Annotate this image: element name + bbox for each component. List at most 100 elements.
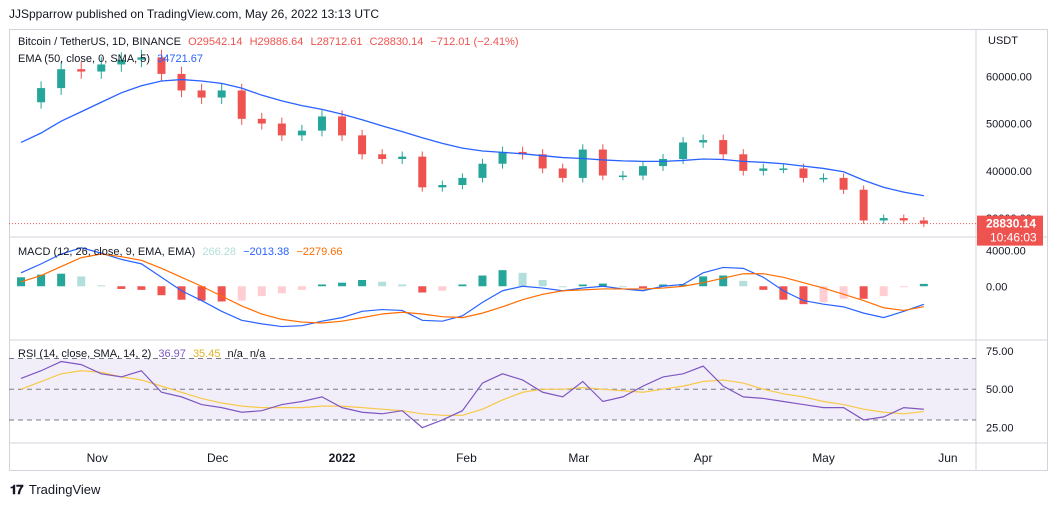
macd-histogram-bar [378,281,387,287]
candle-body [478,163,487,178]
macd-histogram-bar [297,286,306,290]
countdown-label: 10:46:03 [990,231,1037,245]
publisher-line: JJSpparrow published on TradingView.com,… [9,7,379,21]
candle-body [919,220,928,224]
rsi-na-1: n/a [227,348,243,360]
ema-label[interactable]: EMA (50, close, 0, SMA, 5) [18,53,151,65]
footer-brand[interactable]: 𝟏𝟕 TradingView [10,482,100,498]
time-axis-label: Dec [207,451,228,465]
rsi-value: 36.97 [158,348,186,360]
candle-body [297,130,306,136]
macd-histogram-bar [819,286,828,303]
candle-body [659,159,668,167]
macd-histogram-bar [538,279,547,287]
macd-histogram-bar [739,280,748,287]
candle-body [799,168,808,178]
candle-body [739,154,748,171]
high-value: H29886.64 [249,36,304,48]
macd-histogram-bar [498,270,507,287]
candle-body [819,177,828,180]
macd-signal-line [20,253,924,324]
close-value: C28830.14 [369,36,424,48]
macd-histogram-bar [779,286,788,300]
candle-body [378,154,387,159]
candle-body [57,69,66,89]
time-axis-label: 2022 [329,451,356,465]
macd-histogram-bar [558,286,567,288]
candle-body [558,168,567,178]
time-axis-label: Nov [87,451,108,465]
time-axis-label: Mar [568,451,589,465]
macd-histogram-bar [659,284,668,287]
macd-histogram-bar [638,286,647,289]
candle-body [137,57,146,60]
open-value: O29542.14 [188,36,243,48]
macd-histogram-bar [317,284,326,287]
candle-body [197,90,206,98]
macd-histogram-bar [197,286,206,301]
macd-histogram-bar [338,282,347,287]
macd-histogram-bar [257,286,266,297]
macd-histogram-bar [157,286,166,296]
macd-histogram-bar [679,284,688,287]
macd-legend: MACD (12, 26, close, 9, EMA, EMA) 266.28… [18,246,347,258]
main-legend: Bitcoin / TetherUS, 1D, BINANCE O29542.1… [18,36,523,48]
macd-histogram-bar [578,284,587,287]
time-axis-label: Feb [456,451,477,465]
candle-body [37,88,46,103]
macd-histogram-bar [618,286,627,288]
rsi-label[interactable]: RSI (14, close, SMA, 14, 2) [18,348,152,360]
macd-histogram-bar [137,286,146,290]
candle-body [779,168,788,170]
time-axis-label: May [812,451,835,465]
candle-body [638,166,647,176]
price-tick-label: 50000.00 [986,119,1032,131]
candle-body [257,118,266,124]
macd-label[interactable]: MACD (12, 26, close, 9, EMA, EMA) [18,246,196,258]
candle-body [719,140,728,155]
price-tick-label: 40000.00 [986,166,1032,178]
rsi-legend: RSI (14, close, SMA, 14, 2) 36.97 35.45 … [18,348,269,360]
candle-body [498,151,507,164]
ema-line [20,78,924,197]
candle-body [699,140,708,143]
candle-body [578,149,587,178]
macd-histogram-bar [217,286,226,302]
macd-histogram-bar [277,286,286,294]
last-price-badge [977,215,1043,246]
price-tick-label: 60000.00 [986,71,1032,83]
macd-histogram-bar [237,286,246,301]
rsi-ma-value: 35.45 [192,348,221,360]
candle-body [217,90,226,98]
time-axis-label: Jun [938,451,957,465]
macd-value: −2013.38 [243,246,290,258]
macd-histogram-bar [919,283,928,287]
candle-body [598,149,607,176]
macd-histogram-bar [839,286,848,299]
candle-body [358,135,367,155]
time-axis-label: Apr [694,451,713,465]
symbol-title[interactable]: Bitcoin / TetherUS, 1D, BINANCE [18,36,182,48]
candle-body [277,123,286,136]
candle-body [839,177,848,190]
macd-tick-label: 4000.00 [986,245,1026,257]
tradingview-logo-icon: 𝟏𝟕 [10,482,24,497]
macd-histogram-bar [77,276,86,287]
rsi-tick-label: 25.00 [986,423,1014,435]
macd-line [20,247,925,328]
candle-body [679,142,688,159]
macd-histogram-bar [518,272,527,287]
macd-signal-value: −2279.66 [296,246,343,258]
candle-body [458,177,467,185]
candle-body [438,185,447,188]
candle-body [518,151,527,155]
macd-histogram-bar [458,284,467,287]
candle-body [177,73,186,91]
macd-histogram-bar [398,284,407,287]
candle-body [338,116,347,136]
candle-body [157,57,166,74]
candle-body [759,168,768,171]
macd-histogram-bar [699,276,708,287]
macd-tick-label: 0.00 [986,281,1007,293]
